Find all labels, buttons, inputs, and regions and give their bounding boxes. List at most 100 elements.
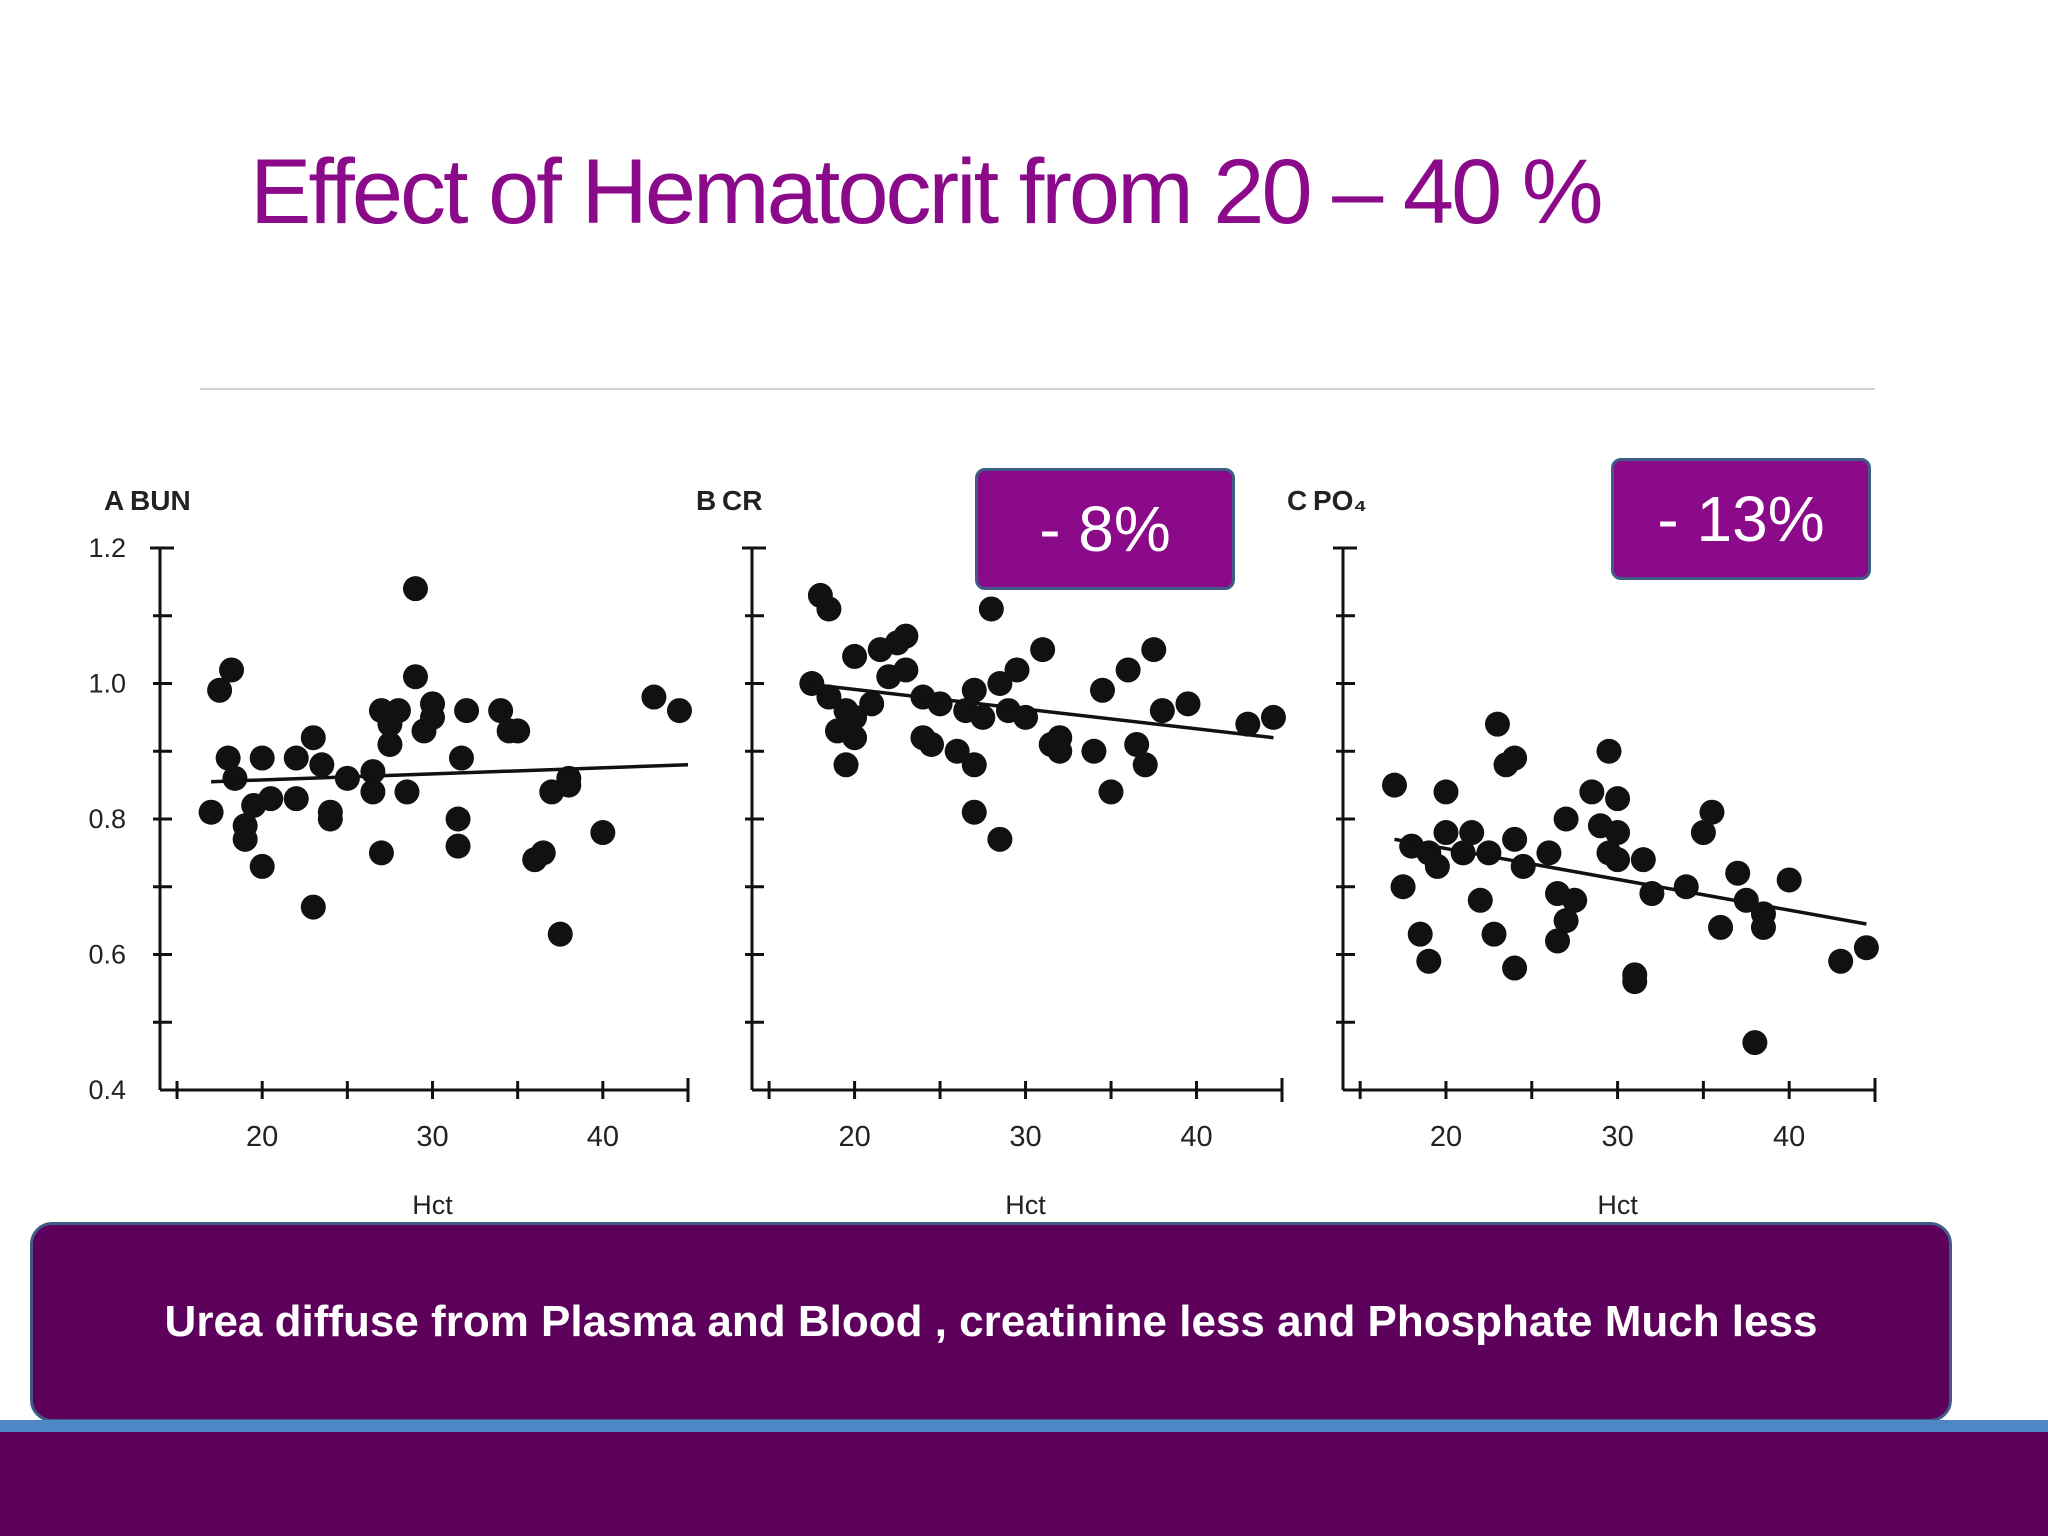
slide-title: Effect of Hematocrit from 20 – 40 %	[250, 141, 1604, 243]
chart-b-data-point	[944, 738, 970, 764]
chart-c-data-point	[1545, 928, 1571, 954]
chart-a-data-point	[258, 786, 284, 812]
chart-c-data-point	[1622, 962, 1648, 988]
chart-c-data-point	[1433, 779, 1459, 805]
chart-a-data-point	[300, 894, 326, 920]
chart-c-data-point	[1484, 711, 1510, 737]
chart-c-data-point	[1424, 853, 1450, 879]
chart-c-trend-line	[1394, 837, 1867, 926]
chart-c-data-point	[1553, 908, 1579, 934]
chart-c-data-point	[1467, 887, 1493, 913]
chart-a-data-point	[394, 779, 420, 805]
chart-b-data-point	[893, 657, 919, 683]
chart-b-x-tick-label: 30	[1009, 1121, 1041, 1153]
chart-b-data-point	[842, 704, 868, 730]
chart-a-data-point	[547, 921, 573, 947]
chart-b-data-point	[927, 691, 953, 717]
chart-c-x-label: Hct	[1597, 1190, 1638, 1220]
chart-b-data-point	[970, 704, 996, 730]
chart-a-data-point	[222, 765, 248, 791]
chart-a-data-point	[402, 664, 428, 690]
chart-b-data-point	[842, 643, 868, 669]
chart-a-data-point	[368, 840, 394, 866]
chart-c-data-point	[1553, 806, 1579, 832]
chart-b-data-point	[893, 623, 919, 649]
chart-c-data-point	[1699, 799, 1725, 825]
chart-a-data-point	[445, 806, 471, 832]
caption-box: Urea diffuse from Plasma and Blood , cre…	[30, 1222, 1952, 1422]
chart-c-data-point	[1381, 772, 1407, 798]
chart-a-data-point	[309, 752, 335, 778]
chart-c-data-point	[1459, 820, 1485, 846]
chart-c-data-point	[1502, 745, 1528, 771]
chart-a-data-point	[590, 820, 616, 846]
chart-a-trend-line	[211, 763, 689, 784]
cr-change-badge: - 8%	[975, 468, 1235, 590]
chart-c-data-point	[1433, 820, 1459, 846]
chart-a-data-point	[249, 745, 275, 771]
chart-a-data-point	[317, 806, 343, 832]
chart-b-data-point	[978, 596, 1004, 622]
chart-a-data-point	[385, 698, 411, 724]
chart-b-data-point	[987, 671, 1013, 696]
chart-c-data-point	[1476, 840, 1502, 866]
chart-c-data-point	[1733, 887, 1759, 913]
chart-c-panel-letter: C	[1287, 485, 1307, 516]
chart-a-data-point	[488, 698, 514, 724]
chart-a-y-tick-label: 1.2	[88, 533, 126, 563]
chart-b-x-tick-label: 20	[838, 1121, 870, 1153]
chart-a-data-point	[198, 799, 224, 825]
chart-b-data-point	[961, 752, 987, 778]
chart-b-data-point	[833, 752, 859, 778]
chart-a-data-point	[283, 786, 309, 812]
chart-b-data-point	[1089, 677, 1115, 703]
chart-b-data-point	[1132, 752, 1158, 778]
chart-a-data-point	[641, 684, 667, 710]
chart-c-data-point	[1481, 921, 1507, 947]
chart-c-data-point	[1750, 914, 1776, 940]
chart-b-trend-line	[803, 681, 1274, 740]
chart-a-data-point	[420, 704, 446, 730]
chart-a-y-tick-label: 0.6	[88, 940, 126, 970]
po4-change-badge: - 13%	[1611, 458, 1871, 580]
chart-a-data-point	[402, 576, 428, 602]
chart-b-data-point	[1141, 637, 1167, 663]
chart-b-title: CR	[722, 485, 762, 516]
chart-c-data-point	[1725, 860, 1751, 886]
chart-b-x-tick-label: 40	[1180, 1121, 1212, 1153]
chart-a-data-point	[448, 745, 474, 771]
chart-a-data-point	[219, 657, 245, 683]
chart-c-data-point	[1690, 820, 1716, 846]
footer-accent-bar	[0, 1420, 2048, 1432]
chart-a-data-point	[360, 779, 386, 805]
chart-b-data-point	[1115, 657, 1141, 683]
chart-c-x-tick-label: 30	[1601, 1121, 1633, 1153]
chart-c-data-point	[1853, 935, 1879, 961]
chart-b-data-point	[816, 684, 842, 710]
chart-a-data-point	[249, 853, 275, 879]
chart-c-data-point	[1673, 874, 1699, 900]
chart-a-data-point	[454, 698, 480, 724]
chart-b-data-point	[919, 731, 945, 757]
chart-b-data-point	[1081, 738, 1107, 764]
chart-c-data-point	[1579, 779, 1605, 805]
chart-c-data-point	[1708, 914, 1734, 940]
chart-c-data-point	[1510, 853, 1536, 879]
chart-b-data-point	[816, 596, 842, 622]
chart-a-data-point	[505, 718, 531, 744]
chart-c-x-tick-label: 40	[1773, 1121, 1805, 1153]
chart-a-data-point	[445, 833, 471, 859]
chart-a-y-tick-label: 0.8	[88, 804, 126, 834]
chart-b-data-point	[1047, 738, 1073, 764]
chart-b-x-label: Hct	[1005, 1190, 1046, 1220]
chart-a-data-point	[377, 731, 403, 757]
chart-b-data-point	[1260, 704, 1286, 730]
title-divider	[200, 388, 1875, 390]
chart-c-data-point	[1562, 887, 1588, 913]
chart-b-data-point	[859, 691, 885, 717]
chart-a-data-point	[666, 698, 692, 724]
chart-c-data-point	[1605, 847, 1631, 873]
chart-b-data-point	[1149, 698, 1175, 724]
chart-a-data-point	[300, 725, 326, 751]
chart-c-data-point	[1605, 820, 1631, 846]
